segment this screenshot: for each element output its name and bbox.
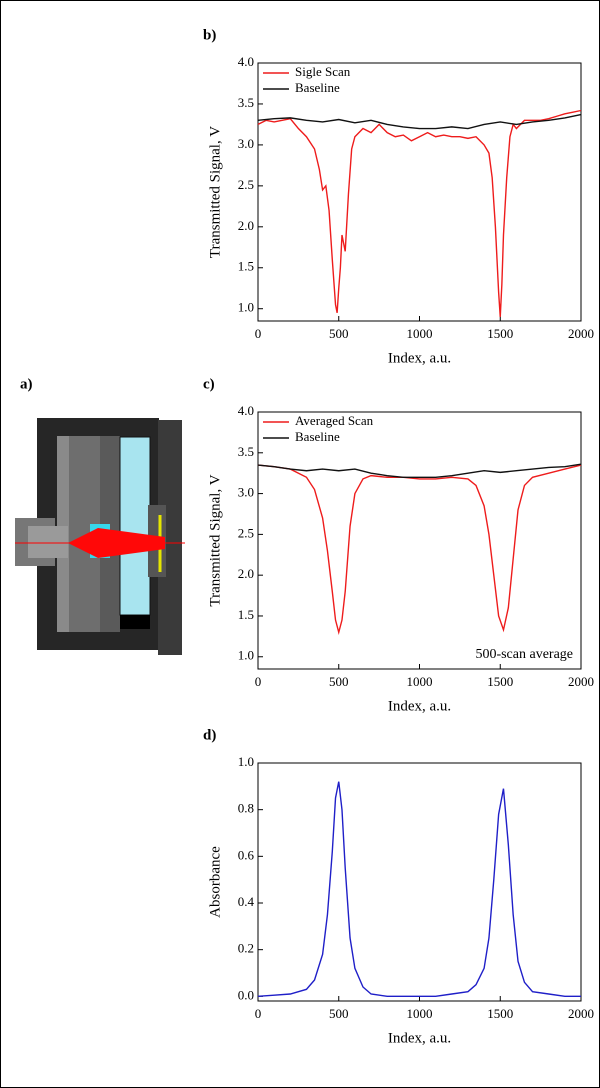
data-line (257, 113, 582, 130)
y-tick-label: 0.4 (238, 894, 255, 909)
y-tick-label: 3.0 (238, 136, 254, 151)
y-tick-label: 0.2 (238, 941, 254, 956)
panel-label: a) (20, 376, 33, 392)
y-tick-label: 0.8 (238, 801, 254, 816)
x-tick-label: 0 (255, 674, 262, 689)
y-tick-label: 4.0 (238, 54, 254, 69)
data-line (257, 464, 582, 636)
y-tick-label: 2.5 (238, 525, 254, 540)
x-axis-label: Index, a.u. (388, 698, 451, 714)
beam (68, 528, 165, 558)
panel-label: d) (203, 727, 216, 743)
fiber-connector (28, 526, 68, 558)
x-tick-label: 500 (329, 674, 349, 689)
data-line (257, 463, 582, 478)
legend-label: Baseline (295, 80, 340, 95)
x-tick-label: 1000 (407, 326, 433, 341)
y-tick-label: 2.5 (238, 177, 254, 192)
x-tick-label: 500 (329, 1006, 349, 1021)
y-tick-label: 1.0 (238, 648, 254, 663)
cell-diagram (15, 418, 185, 655)
annotation: 500-scan average (475, 647, 573, 662)
x-axis-label: Index, a.u. (388, 1030, 451, 1046)
y-tick-label: 4.0 (238, 403, 254, 418)
y-tick-label: 2.0 (238, 566, 254, 581)
panel-label: b) (203, 27, 216, 43)
y-tick-label: 1.5 (238, 607, 254, 622)
y-tick-label: 1.0 (238, 300, 254, 315)
x-axis-label: Index, a.u. (388, 350, 451, 366)
window (119, 436, 151, 616)
panel-label: c) (203, 376, 215, 392)
y-axis-label: Transmitted Signal, V (207, 126, 223, 258)
seal (120, 615, 150, 629)
y-tick-label: 3.5 (238, 444, 254, 459)
y-tick-label: 0.0 (238, 987, 254, 1002)
y-tick-label: 1.0 (238, 754, 254, 769)
x-tick-label: 500 (329, 326, 349, 341)
y-tick-label: 1.5 (238, 259, 254, 274)
x-tick-label: 2000 (568, 674, 594, 689)
x-tick-label: 0 (255, 326, 262, 341)
legend-label: Averaged Scan (295, 413, 374, 428)
x-tick-label: 1500 (487, 674, 513, 689)
y-tick-label: 0.6 (238, 847, 255, 862)
legend-label: Sigle Scan (295, 64, 351, 79)
x-tick-label: 2000 (568, 1006, 594, 1021)
legend-label: Baseline (295, 429, 340, 444)
y-tick-label: 3.0 (238, 485, 254, 500)
x-tick-label: 1500 (487, 1006, 513, 1021)
y-tick-label: 2.0 (238, 218, 254, 233)
x-tick-label: 0 (255, 1006, 262, 1021)
y-axis-label: Absorbance (207, 846, 223, 918)
x-tick-label: 1000 (407, 1006, 433, 1021)
x-tick-label: 1500 (487, 326, 513, 341)
y-tick-label: 3.5 (238, 95, 254, 110)
data-line (257, 781, 581, 998)
x-tick-label: 2000 (568, 326, 594, 341)
data-line (257, 109, 582, 317)
x-tick-label: 1000 (407, 674, 433, 689)
y-axis-label: Transmitted Signal, V (207, 474, 223, 606)
